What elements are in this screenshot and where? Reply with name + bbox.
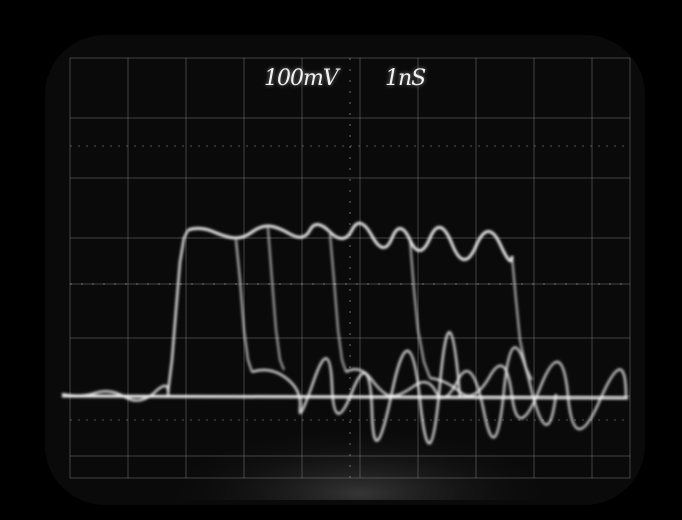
ringing-trace-2	[345, 346, 558, 439]
pre-pulse-noise-trace	[61, 384, 170, 402]
falling-edge-trace-2	[267, 227, 285, 371]
volts-per-division-label: 100mV	[264, 66, 339, 91]
waveform-traces	[61, 221, 629, 445]
rising-edge-trace	[166, 229, 190, 393]
falling-edge-trace-1	[235, 239, 253, 373]
bottom-glow	[150, 360, 570, 500]
ringing-trace-3	[429, 360, 628, 431]
pulse-top-trace	[187, 221, 514, 263]
time-per-division-label: 1nS	[385, 66, 426, 91]
ringing-trace-1	[251, 331, 462, 445]
falling-edge-trace-3	[329, 233, 347, 373]
falling-edge-trace-4	[409, 239, 431, 379]
